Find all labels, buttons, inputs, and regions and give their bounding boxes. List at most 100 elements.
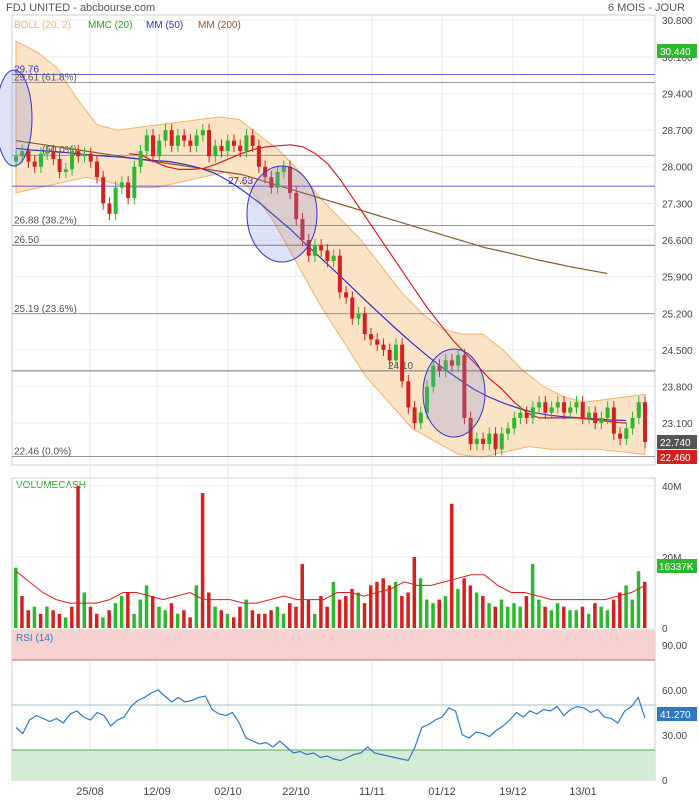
price-badge xyxy=(657,44,697,58)
candle-body xyxy=(319,245,324,251)
volume-bar xyxy=(543,606,547,628)
candle-body xyxy=(119,182,124,188)
rsi-line xyxy=(15,689,646,762)
volume-bar xyxy=(605,610,610,628)
candle-body xyxy=(231,140,236,146)
rsi-overbought-zone xyxy=(12,630,655,660)
candle-body xyxy=(562,402,567,413)
y-tick-label: 23.800 xyxy=(662,383,693,394)
volume-bar xyxy=(119,596,124,628)
volume-bar xyxy=(344,596,348,628)
volume-bar xyxy=(70,606,74,628)
candle-body xyxy=(549,407,554,413)
volume-bar xyxy=(132,613,136,628)
volume-bar xyxy=(524,596,529,628)
level-label: 25.19 (23.6%) xyxy=(14,304,77,315)
volume-bar xyxy=(456,588,460,628)
candle-body xyxy=(294,192,299,220)
volume-tick-label: 0 xyxy=(662,624,668,635)
candle-body xyxy=(163,130,168,141)
level-label: 22.46 (0.0%) xyxy=(14,447,71,458)
volume-bar xyxy=(325,606,329,628)
volume-bar xyxy=(126,592,130,628)
candle-body xyxy=(518,412,523,418)
candle-body xyxy=(32,161,37,167)
candle-body xyxy=(437,365,442,371)
y-tick-label: 25.200 xyxy=(662,309,693,320)
candle-body xyxy=(51,151,56,159)
volume-bar xyxy=(194,585,199,628)
candle-body xyxy=(157,140,162,157)
volume-bar xyxy=(281,613,286,628)
candle-body xyxy=(188,140,193,146)
candle-body xyxy=(425,386,430,413)
volume-bar xyxy=(630,599,635,628)
candle-body xyxy=(524,412,529,418)
candle-body xyxy=(113,187,118,214)
candle-body xyxy=(555,402,560,408)
candle-body xyxy=(82,153,87,157)
volume-bar xyxy=(312,613,317,628)
candle-body xyxy=(456,355,461,366)
rsi-tick-label: 90.00 xyxy=(662,641,687,652)
volume-bar xyxy=(449,503,454,628)
volume-bar xyxy=(368,585,373,628)
candle-body xyxy=(344,292,349,298)
rsi-tick-label: 60.00 xyxy=(662,686,687,697)
y-tick-label: 30.100 xyxy=(662,53,693,64)
annotation-circle xyxy=(246,165,318,263)
candle-body xyxy=(586,412,591,418)
volume-bar xyxy=(362,603,367,628)
y-tick-label: 28.700 xyxy=(662,126,693,137)
mm50-line xyxy=(15,147,627,422)
candle-body xyxy=(269,177,274,188)
annotation-circle xyxy=(422,348,486,438)
x-tick-label: 11/11 xyxy=(359,786,385,798)
candle-body xyxy=(636,402,641,418)
chart-title: FDJ UNITED - abcbourse.com xyxy=(6,2,156,14)
candle-body xyxy=(331,255,336,261)
candle-body xyxy=(20,151,25,157)
candle-body xyxy=(76,151,81,157)
candle-body xyxy=(225,140,230,152)
volume-bar xyxy=(38,613,43,628)
candle-body xyxy=(512,417,517,429)
mm200-line xyxy=(15,140,608,275)
volume-bar xyxy=(101,617,105,628)
volume-bar xyxy=(288,603,292,628)
price-badge xyxy=(657,450,697,464)
volume-bar xyxy=(599,606,603,628)
candle-body xyxy=(182,135,187,141)
volume-bar xyxy=(505,606,510,628)
volume-bar xyxy=(144,585,149,628)
legend-entry: MM (50) xyxy=(146,20,183,31)
candle-body xyxy=(543,402,548,413)
volume-bar xyxy=(393,581,398,628)
volume-bar xyxy=(443,596,448,628)
volume-bar xyxy=(250,610,255,628)
candle-body xyxy=(505,428,510,434)
volume-bar xyxy=(356,592,361,628)
volume-bar xyxy=(263,613,267,628)
candle-body xyxy=(213,145,218,157)
level-label: 29.61 (61.8%) xyxy=(14,73,77,84)
volume-bar xyxy=(406,592,410,628)
volume-bar xyxy=(375,581,379,628)
volume-bar xyxy=(113,603,118,628)
x-tick-label: 19/12 xyxy=(499,786,527,798)
candle-body xyxy=(151,135,156,157)
volume-bar xyxy=(300,564,304,628)
rsi-tick-label: 30.00 xyxy=(662,731,687,742)
candle-body xyxy=(605,407,610,418)
y-tick-label: 23.100 xyxy=(662,419,693,430)
y-tick-label: 24.500 xyxy=(662,346,693,357)
volume-bar xyxy=(76,486,80,628)
candle-body xyxy=(400,344,405,382)
candle-body xyxy=(443,360,448,371)
volume-bar xyxy=(231,617,236,628)
y-tick-label: 26.600 xyxy=(662,236,693,247)
candle-body xyxy=(406,381,411,408)
volume-bar xyxy=(462,578,466,628)
candle-body xyxy=(350,297,355,319)
